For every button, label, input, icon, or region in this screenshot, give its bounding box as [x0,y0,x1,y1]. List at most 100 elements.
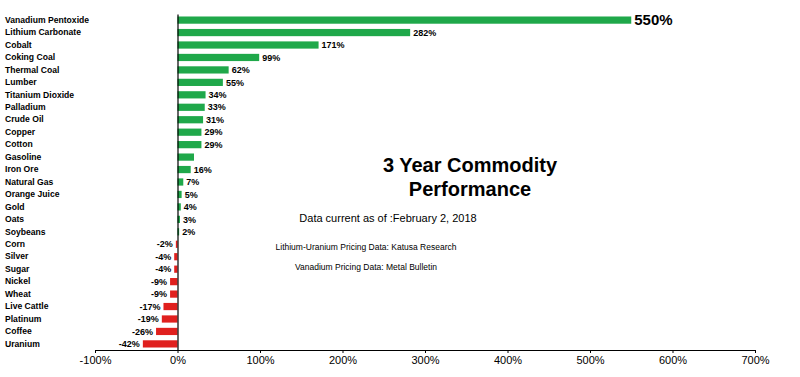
title-line: Performance [409,178,531,200]
data-label: 29% [204,140,222,150]
x-tick-label: 700% [741,354,769,366]
category-label: Natural Gas [5,177,53,187]
x-tick: 0% [170,350,186,366]
y-tick: Lumber [5,77,37,87]
category-label: Crude Oil [5,114,44,124]
annotation: Lithium-Uranium Pricing Data: Katusa Res… [276,242,457,252]
x-tick: 600% [659,350,687,366]
data-label: 550% [634,11,672,28]
category-label: Orange Juice [5,189,60,199]
x-tick-label: 100% [246,354,274,366]
y-tick: Gasoline [5,152,42,162]
category-label: Coffee [5,326,32,336]
data-labels: 550%282%171%99%62%55%34%33%31%29%29%16%7… [119,11,673,349]
data-label: -17% [139,302,160,312]
x-tick: 400% [494,350,522,366]
category-label: Soybeans [5,227,46,237]
bar [163,303,177,310]
x-tick-label: -100% [80,354,112,366]
data-label: 99% [262,53,280,63]
y-tick: Titanium Dioxide [5,90,74,100]
data-label: 31% [206,115,224,125]
category-label: Wheat [5,289,31,299]
x-tick: 200% [329,350,357,366]
bar [178,141,202,148]
bar [178,129,202,136]
y-tick: Uranium [5,339,40,349]
x-tick-label: 600% [659,354,687,366]
data-label: 3% [183,215,196,225]
category-label: Cobalt [5,40,32,50]
y-tick: Palladium [5,102,46,112]
bar [170,278,177,285]
y-tick: Thermal Coal [5,65,59,75]
annotation: Vanadium Pricing Data: Metal Bulletin [295,262,437,272]
bar [162,315,178,322]
data-label: 55% [226,78,244,88]
y-tick: Coffee [5,326,32,336]
data-label: 33% [208,102,226,112]
data-label: -4% [155,264,171,274]
x-tick-label: 300% [411,354,439,366]
data-label: -26% [132,327,153,337]
bar [178,104,205,111]
category-label: Gasoline [5,152,42,162]
x-tick-label: 0% [170,354,186,366]
category-label: Sugar [5,264,30,274]
category-label: Cotton [5,139,33,149]
x-tick-label: 400% [494,354,522,366]
x-tick-label: 500% [576,354,604,366]
data-label: 4% [184,202,197,212]
bar [176,241,178,248]
data-label: 282% [413,28,436,38]
y-tick: Copper [5,127,36,137]
y-tick: Natural Gas [5,177,53,187]
bar [178,153,195,160]
data-label: 16% [194,165,212,175]
x-tick-mark [95,350,96,353]
bar [178,16,632,23]
category-label: Coking Coal [5,52,55,62]
x-tick-mark [508,350,509,353]
category-label: Oats [5,214,24,224]
y-tick: Orange Juice [5,189,60,199]
y-tick: Nickel [5,276,30,286]
category-label: Uranium [5,339,40,349]
y-tick: Vanadium Pentoxide [5,15,89,25]
x-tick: 300% [411,350,439,366]
category-label: Copper [5,127,36,137]
y-tick: Iron Ore [5,164,39,174]
data-label: -42% [119,339,140,349]
bar [178,29,411,36]
x-tick-mark [343,350,344,353]
chart-container: -100% 0% 100% 200% 300% 400% 500% 600% 700% Vanad… [0,0,800,377]
x-tick-mark [260,350,261,353]
bar [174,266,177,273]
bar [143,340,178,347]
bar [178,116,204,123]
y-tick: Sugar [5,264,30,274]
x-tick-mark [425,350,426,353]
bar [170,290,177,297]
y-tick: Crude Oil [5,114,44,124]
y-axis: Vanadium PentoxideLithium CarbonateCobal… [5,15,178,351]
bar [178,66,229,73]
bar [156,328,177,335]
x-axis: -100% 0% 100% 200% 300% 400% 500% 600% 700% [80,350,770,366]
category-label: Gold [5,202,25,212]
category-label: Vanadium Pentoxide [5,15,89,25]
bars [143,16,631,347]
y-tick: Live Cattle [5,301,49,311]
bar [178,79,223,86]
bar [178,91,206,98]
y-tick: Soybeans [5,227,46,237]
category-label: Iron Ore [5,164,39,174]
zero-line [177,15,178,351]
x-tick: 700% [741,350,769,366]
bar [178,54,260,61]
category-label: Platinum [5,314,42,324]
x-tick: 500% [576,350,604,366]
data-label: 7% [186,177,199,187]
x-tick-mark [673,350,674,353]
y-tick: Gold [5,202,25,212]
